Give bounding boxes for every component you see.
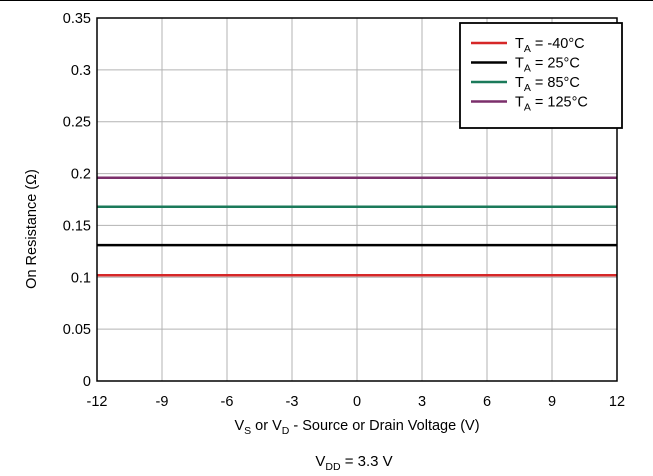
x-tick-label: 6 bbox=[483, 394, 491, 410]
x-tick-label: -12 bbox=[87, 394, 108, 410]
x-label-sub-s: S bbox=[244, 425, 251, 437]
x-tick-label: 9 bbox=[548, 394, 556, 410]
x-tick-label: 3 bbox=[418, 394, 426, 410]
y-tick-label: 0.3 bbox=[71, 63, 91, 79]
y-tick-label: 0.1 bbox=[71, 270, 91, 286]
y-axis-label: On Resistance (Ω) bbox=[24, 169, 40, 289]
x-tick-label: 12 bbox=[609, 394, 625, 410]
y-tick-label: 0.2 bbox=[71, 167, 91, 183]
legend-label-2: TA = 85°C bbox=[515, 75, 580, 94]
tick-labels: -12 -9 -6 -3 0 3 6 9 12 0 0.05 0.1 0.15 0.2 0.25 0.3 0.3… bbox=[63, 11, 625, 410]
caption: VDD = 3.3 V bbox=[315, 453, 392, 473]
x-label-rest: - Source or Drain Voltage (V) bbox=[289, 418, 479, 434]
x-label-sub-d: D bbox=[282, 425, 290, 437]
x-label-mid: or V bbox=[251, 418, 282, 434]
x-tick-label: -6 bbox=[221, 394, 234, 410]
x-axis-label: VS or VD - Source or Drain Voltage (V) bbox=[234, 418, 479, 437]
y-tick-label: 0.35 bbox=[63, 11, 91, 27]
series-layer bbox=[97, 176, 617, 277]
y-tick-label: 0.25 bbox=[63, 115, 91, 131]
legend-label-3: TA = 125°C bbox=[515, 95, 588, 114]
legend-label-1: TA = 25°C bbox=[515, 56, 580, 75]
x-tick-label: -3 bbox=[286, 394, 299, 410]
caption-rest: = 3.3 V bbox=[341, 453, 393, 470]
legend-label-0: TA = -40°C bbox=[515, 36, 585, 55]
caption-main: V bbox=[315, 453, 325, 470]
x-tick-label: 0 bbox=[353, 394, 361, 410]
plot-frame bbox=[96, 17, 618, 382]
legend-box bbox=[459, 22, 623, 129]
x-tick-label: -9 bbox=[156, 394, 169, 410]
y-tick-label: 0.05 bbox=[63, 322, 91, 338]
y-tick-label: 0.15 bbox=[63, 218, 91, 234]
x-label-v1: V bbox=[234, 418, 244, 434]
legend: TA = -40°CTA = 25°CTA = 85°CTA = 125°C bbox=[459, 22, 623, 129]
caption-sub: DD bbox=[325, 461, 341, 473]
y-tick-label: 0 bbox=[83, 374, 91, 390]
